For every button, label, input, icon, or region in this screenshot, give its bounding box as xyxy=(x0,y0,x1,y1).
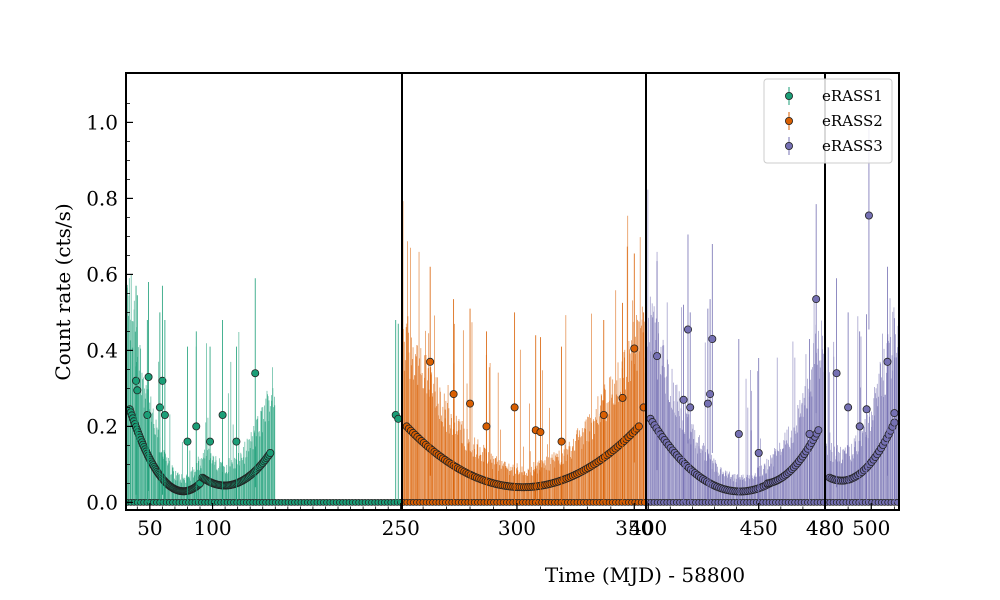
data-point-outlier xyxy=(855,422,864,431)
data-point-outlier xyxy=(890,409,899,418)
x-tick-label: 100 xyxy=(193,516,231,540)
legend-marker xyxy=(785,92,794,101)
data-point-outlier xyxy=(155,403,164,412)
x-tick-label: 480 xyxy=(806,516,844,540)
data-point-outlier xyxy=(679,395,688,404)
y-tick-label: 0.0 xyxy=(86,490,118,514)
legend-marker xyxy=(785,141,794,150)
data-point-outlier xyxy=(630,344,639,353)
data-point-outlier xyxy=(510,403,519,412)
data-point-outlier xyxy=(599,410,608,419)
data-point xyxy=(266,448,275,457)
x-tick-label: 450 xyxy=(740,516,778,540)
data-point-outlier xyxy=(192,422,201,431)
panel-frame xyxy=(824,72,900,511)
y-tick-label: 0.4 xyxy=(86,338,118,362)
data-point-outlier xyxy=(557,437,566,446)
data-point-outlier xyxy=(805,429,814,438)
y-tick-label: 0.2 xyxy=(86,414,118,438)
data-point-outlier xyxy=(683,325,692,334)
legend-box xyxy=(763,78,893,164)
data-point-outlier xyxy=(536,428,545,437)
data-point-outlier xyxy=(482,422,491,431)
data-point-outlier xyxy=(864,211,873,220)
data-point-outlier xyxy=(251,369,260,378)
data-point-outlier xyxy=(232,437,241,446)
data-point-outlier xyxy=(883,357,892,366)
data-point-outlier xyxy=(218,410,227,419)
data-point-outlier xyxy=(133,386,142,395)
x-axis-label: Time (MJD) - 58800 xyxy=(545,563,745,587)
data-point xyxy=(814,426,823,435)
data-point-outlier xyxy=(143,410,152,419)
data-point xyxy=(634,422,643,431)
data-point-outlier xyxy=(734,429,743,438)
data-point-outlier xyxy=(708,334,717,343)
data-point-outlier xyxy=(754,448,763,457)
legend-marker xyxy=(785,117,794,126)
data-point-outlier xyxy=(653,352,662,361)
x-tick-label: 350 xyxy=(615,516,653,540)
data-point-zero xyxy=(820,499,825,506)
data-point-outlier xyxy=(832,369,841,378)
data-point-outlier xyxy=(449,390,458,399)
data-point-outlier xyxy=(706,390,715,399)
data-point-outlier xyxy=(618,393,627,402)
data-point-outlier xyxy=(158,376,167,385)
data-point-outlier xyxy=(160,410,169,419)
x-tick-label: 300 xyxy=(498,516,536,540)
data-point-outlier xyxy=(862,405,871,414)
data-point-outlier xyxy=(466,399,475,408)
data-point-outlier xyxy=(426,357,435,366)
data-point-outlier xyxy=(206,437,215,446)
y-axis-label: Count rate (cts/s) xyxy=(51,203,75,380)
legend-label: eRASS3 xyxy=(822,137,883,155)
data-point-outlier xyxy=(183,437,192,446)
panel-erass2-1: 300 350 xyxy=(401,72,653,540)
panel-frame xyxy=(125,72,403,511)
legend: eRASS1 eRASS2 eRASS3 xyxy=(763,78,893,164)
data-point-outlier xyxy=(812,295,821,304)
x-tick-label: 500 xyxy=(852,516,890,540)
data-point-outlier xyxy=(394,414,402,423)
panel-erass1-0: 50 100 250 xyxy=(125,72,420,540)
panel-erass3-3: 480 500 xyxy=(806,72,900,540)
data-point-outlier xyxy=(132,376,141,385)
legend-label: eRASS2 xyxy=(822,112,883,130)
y-tick-label: 0.8 xyxy=(86,186,118,210)
x-tick-label: 50 xyxy=(137,516,162,540)
data-point-outlier xyxy=(703,399,712,408)
data-point-outlier xyxy=(639,403,646,412)
x-tick-label: 250 xyxy=(382,516,420,540)
legend-label: eRASS1 xyxy=(822,87,883,105)
data-point-outlier xyxy=(844,403,853,412)
x-tick-label: 480 xyxy=(806,516,844,540)
x-tick-label: 400 xyxy=(629,516,667,540)
y-tick-label: 0.6 xyxy=(86,262,118,286)
y-tick-label: 1.0 xyxy=(86,110,118,134)
data-point-outlier xyxy=(144,372,153,381)
y-axis: 0.0 0.2 0.4 0.6 0.8 1.0 xyxy=(86,103,133,514)
data-point-outlier xyxy=(686,403,695,412)
